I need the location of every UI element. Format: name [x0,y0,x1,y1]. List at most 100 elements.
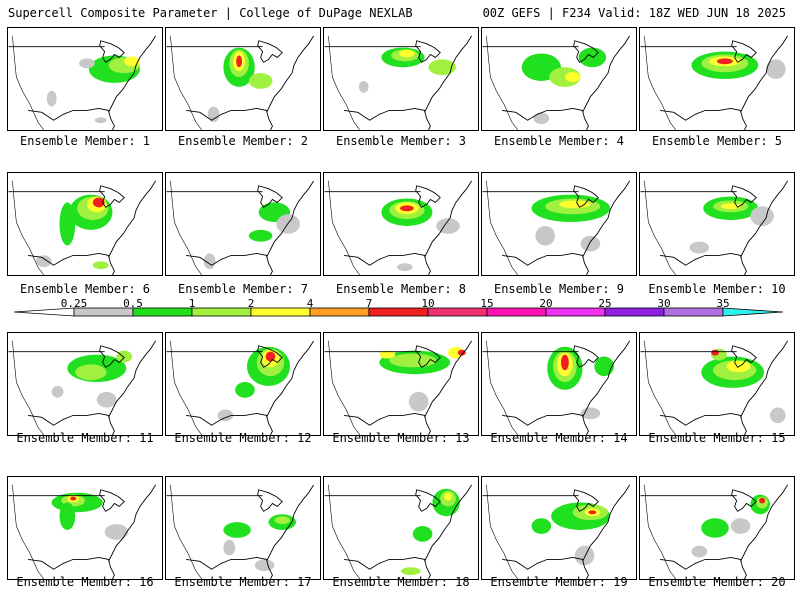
east-coastline [266,484,314,562]
scp-contour-fill [379,350,396,359]
scp-contour-fill [248,73,273,89]
ensemble-member-label: Ensemble Member: 11 [16,431,154,445]
scp-contour-fill [397,263,413,272]
scp-contour-fill [96,391,117,408]
ensemble-map-panel [323,476,479,580]
map-canvas [640,484,788,579]
scp-contour-fill [79,58,95,69]
gulf-coastline [28,107,115,130]
scale-tick-label: 0.25 [60,297,88,310]
scp-contour-fill [46,90,57,107]
mexico-coastline [29,553,45,579]
ensemble-member-label: Ensemble Member: 16 [16,575,154,589]
west-coastline [486,180,505,250]
ensemble-member-label: Ensemble Member: 12 [174,431,312,445]
scale-tick-label: 10 [421,297,435,310]
map-canvas [8,340,156,435]
west-coastline [328,35,347,105]
west-coastline [644,340,663,410]
mexico-coastline [29,104,45,130]
scale-tick-label: 20 [539,297,553,310]
scp-contour-fill [720,203,741,210]
west-coastline [328,340,347,410]
mexico-coastline [29,249,45,275]
valid-time-title: 00Z GEFS | F234 Valid: 18Z WED JUN 18 20… [482,6,786,20]
scp-contour-fill [389,353,437,368]
east-coastline [740,35,788,113]
gulf-coastline [344,252,431,275]
map-canvas [482,484,630,579]
scp-contour-fill [265,351,276,362]
mexico-coastline [345,104,361,130]
scp-contour-fill [248,229,273,242]
great-lakes-outline [415,185,441,208]
scp-contour-fill [408,391,429,412]
scp-contour-fill [594,356,614,377]
mexico-coastline [187,553,203,579]
scp-contour-fill [560,354,569,371]
gulf-coastline [502,556,589,579]
scp-contour-fill [689,241,710,254]
ensemble-member-label: Ensemble Member: 18 [332,575,470,589]
great-lakes-outline [731,345,757,368]
scale-tick-label: 15 [480,297,494,310]
east-coastline [108,35,156,113]
mexico-coastline [661,104,677,130]
gulf-coastline [660,556,747,579]
scp-contour-fill [124,56,140,67]
great-lakes-outline [573,345,599,368]
great-lakes-outline [257,185,283,208]
ensemble-map-panel [481,332,637,436]
ensemble-member-label: Ensemble Member: 9 [493,282,625,296]
ensemble-member-label: Ensemble Member: 14 [490,431,628,445]
west-coastline [170,180,189,250]
map-canvas [8,35,156,130]
scp-contour-fill [730,518,751,534]
west-coastline [644,484,663,554]
east-coastline [582,35,630,113]
mexico-coastline [187,249,203,275]
ensemble-member-label: Ensemble Member: 8 [335,282,467,296]
scp-contour-fill [399,49,415,58]
great-lakes-outline [415,489,441,512]
scp-contour-fill [401,567,421,576]
ensemble-map-panel [323,332,479,436]
map-canvas [324,484,472,579]
scp-contour-fill [203,253,216,270]
ensemble-member-label: Ensemble Member: 20 [648,575,786,589]
scp-contour-fill [412,526,433,542]
map-canvas [166,35,314,130]
map-canvas [482,180,630,275]
west-coastline [12,180,31,250]
map-canvas [640,180,788,275]
great-lakes-outline [257,489,283,512]
great-lakes-outline [99,185,125,208]
ensemble-member-label: Ensemble Member: 19 [490,575,628,589]
great-lakes-outline [257,40,283,63]
great-lakes-outline [257,345,283,368]
ensemble-member-label: Ensemble Member: 4 [493,134,625,148]
scp-contour-fill [51,385,64,398]
gulf-coastline [344,412,431,435]
great-lakes-outline [731,185,757,208]
ensemble-member-label: Ensemble Member: 17 [174,575,312,589]
great-lakes-outline [99,345,125,368]
scale-right-arrow [722,307,784,317]
mexico-coastline [187,104,203,130]
ensemble-map-panel [639,476,795,580]
scale-color-segment [250,307,311,317]
scp-contour-fill [235,382,255,398]
ensemble-map-panel [7,27,163,131]
mexico-coastline [661,553,677,579]
east-coastline [582,180,630,258]
scale-color-segment [427,307,488,317]
scale-tick-label: 30 [657,297,671,310]
great-lakes-outline [415,40,441,63]
map-canvas [324,180,472,275]
ensemble-member-label: Ensemble Member: 5 [651,134,783,148]
west-coastline [170,484,189,554]
west-coastline [12,340,31,410]
east-coastline [424,484,472,562]
map-canvas [640,35,788,130]
ensemble-member-label: Ensemble Member: 10 [648,282,786,296]
